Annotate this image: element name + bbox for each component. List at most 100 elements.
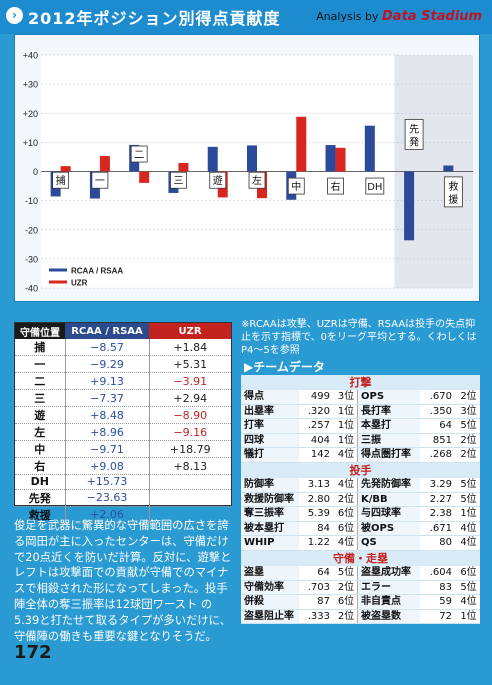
stat-rank: 6位 (333, 521, 358, 536)
stat-name: 被盗塁数 (358, 609, 420, 624)
stat-value: 1.22 (307, 537, 330, 549)
rcaa-cell: −9.29 (65, 355, 150, 373)
stat-rank: 4位 (333, 536, 358, 550)
col-header-rcaa: RCAA / RSAA (65, 323, 149, 339)
stat-name: 盗塁 (241, 565, 299, 580)
table-row: DH +15.73 (15, 474, 231, 490)
stat-value: 64 (439, 420, 452, 432)
stat-rank: 4位 (333, 448, 358, 462)
table-row: 一 −9.29 +5.31 (15, 355, 231, 373)
stat-name: K/BB (358, 492, 420, 507)
table-row: 右 +9.08 +8.13 (15, 457, 231, 475)
category-label: 右 (331, 180, 341, 193)
position-cell: 先発 (15, 489, 66, 507)
stat-rank: 2位 (460, 434, 477, 446)
stat-rank: 2位 (333, 580, 358, 595)
position-table-body: 捕 −8.57 +1.84 一 −9.29 +5.31 二 +9.13 −3.91 三 −7.37 +… (15, 339, 231, 524)
category-label-box (404, 118, 424, 150)
stat-rank: 2位 (333, 492, 358, 507)
team-data-table: 打撃 得点 499 3位 OPS .670 2位 出塁率 .320 1位 長打率 .350 3位 打率 .2… (241, 375, 480, 625)
team-data-section-title: 打撃 (241, 375, 480, 390)
stat-value: .333 (307, 610, 330, 622)
team-data-row: 出塁率 .320 1位 長打率 .350 3位 (241, 404, 480, 420)
stat-rank: 1位 (333, 419, 358, 433)
stat-value: 80 (439, 537, 452, 549)
stat-name: 被本塁打 (241, 521, 299, 536)
position-cell: 遊 (15, 406, 66, 424)
table-row: 二 +9.13 −3.91 (15, 372, 231, 390)
uzr-cell: −9.16 (149, 423, 231, 441)
rcaa-cell: +15.73 (65, 474, 150, 490)
team-data-section-title: 投手 (241, 462, 480, 478)
stat-name: 併殺 (241, 595, 299, 609)
legend-label: UZR (71, 279, 88, 288)
stat-rank: 4位 (460, 596, 477, 608)
stat-name: 先発防御率 (358, 477, 420, 492)
stat-value: .320 (307, 405, 330, 417)
stat-value: .703 (307, 581, 330, 593)
category-label-box (248, 171, 266, 189)
team-data-row: 奪三振率 5.39 6位 与四球率 2.38 1位 (241, 507, 480, 522)
bar-rcaa (443, 165, 454, 172)
position-cell: 三 (15, 389, 66, 407)
stat-rank: 5位 (460, 493, 477, 505)
stat-rank: 1位 (333, 404, 358, 419)
y-tick-label: +20 (23, 109, 38, 119)
bar-uzr (139, 171, 150, 183)
stat-value: .604 (429, 566, 452, 578)
team-data-row: 犠打 142 4位 得点圏打率 .268 2位 (241, 448, 480, 463)
table-row: 先発 −23.63 (15, 489, 231, 507)
rcaa-cell: +9.13 (65, 372, 150, 390)
stat-rank: 6位 (460, 566, 477, 578)
category-label: 発 (409, 135, 419, 148)
team-data-row: 得点 499 3位 OPS .670 2位 (241, 390, 480, 405)
uzr-cell: +18.79 (149, 440, 231, 458)
stat-value: .671 (429, 522, 452, 534)
category-label-box (91, 171, 109, 189)
team-data-row: 守備効率 .703 2位 エラー 83 5位 (241, 580, 480, 596)
stat-value: 84 (317, 522, 330, 534)
team-data-row: 盗塁 64 5位 盗塁成功率 .604 6位 (241, 565, 480, 581)
category-label: 援 (448, 193, 458, 206)
stat-name: 守備効率 (241, 580, 299, 595)
category-label: 二 (134, 150, 144, 161)
team-data-row: 盗塁阻止率 .333 2位 被盗塁数 72 1位 (241, 609, 480, 625)
stat-rank: 2位 (333, 609, 358, 624)
y-tick-label: +30 (23, 80, 38, 90)
stat-value: 2.80 (307, 493, 330, 505)
stat-value: .257 (307, 420, 330, 432)
stat-rank: 1位 (460, 508, 477, 520)
stat-rank: 5位 (460, 581, 477, 593)
stat-name: 犠打 (241, 448, 299, 462)
stat-rank: 1位 (460, 610, 477, 622)
position-cell: 一 (15, 355, 66, 373)
stat-rank: 3位 (333, 390, 358, 404)
index-note: ※RCAAは攻撃、UZRは守備、RSAAは投手の失点抑止を示す指標で、0をリーグ… (241, 319, 477, 356)
team-data-row: 被本塁打 84 6位 被OPS .671 4位 (241, 521, 480, 537)
stat-name: 被OPS (358, 521, 420, 536)
team-data-row: WHIP 1.22 4位 QS 80 4位 (241, 536, 480, 551)
category-label: 先 (409, 123, 419, 135)
stat-name: 防御率 (241, 477, 299, 492)
category-label: 一 (95, 176, 105, 187)
stat-name: OPS (358, 390, 420, 404)
chevron-right-icon: › (6, 7, 23, 24)
stat-name: WHIP (241, 536, 299, 550)
team-data-section-title: 守備・走塁 (241, 550, 480, 566)
stat-name: 出塁率 (241, 404, 299, 419)
stat-name: エラー (358, 580, 420, 595)
stat-name: 三振 (358, 433, 420, 448)
uzr-cell: +1.84 (149, 339, 231, 356)
uzr-cell: −8.90 (149, 406, 231, 424)
stat-rank: 3位 (460, 405, 477, 417)
stat-rank: 4位 (460, 522, 477, 534)
y-tick-label: -10 (25, 196, 38, 206)
col-header-uzr: UZR (149, 323, 231, 339)
table-row: 三 −7.37 +2.94 (15, 389, 231, 407)
stat-value: .268 (429, 449, 452, 461)
stat-value: 404 (310, 434, 330, 446)
category-label: 救 (448, 180, 458, 193)
team-data-row: 併殺 87 6位 非自責点 59 4位 (241, 595, 480, 610)
